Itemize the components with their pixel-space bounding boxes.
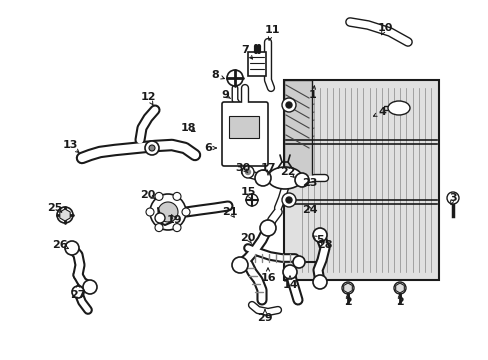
Text: 19: 19 (167, 215, 183, 225)
Text: 23: 23 (302, 178, 317, 188)
Circle shape (83, 280, 97, 294)
Text: 2: 2 (395, 297, 403, 307)
Text: 25: 25 (47, 203, 62, 213)
Text: 14: 14 (282, 280, 297, 290)
Text: 4: 4 (377, 107, 385, 117)
Circle shape (312, 228, 326, 242)
Circle shape (254, 170, 270, 186)
Circle shape (231, 257, 247, 273)
Circle shape (155, 224, 163, 231)
Circle shape (72, 286, 84, 298)
Ellipse shape (267, 167, 302, 189)
Circle shape (65, 241, 79, 255)
Circle shape (245, 194, 258, 206)
Text: 15: 15 (240, 187, 255, 197)
Circle shape (283, 265, 296, 279)
Circle shape (260, 220, 275, 236)
Circle shape (149, 145, 155, 151)
Text: 29: 29 (257, 313, 272, 323)
Text: 8: 8 (211, 70, 219, 80)
Text: 30: 30 (235, 163, 250, 173)
Ellipse shape (387, 101, 409, 115)
Bar (284, 80, 311, 180)
Text: 1: 1 (308, 90, 316, 100)
Circle shape (155, 192, 163, 201)
Text: 3: 3 (448, 193, 456, 203)
Circle shape (173, 224, 181, 231)
Bar (228, 116, 259, 138)
Circle shape (312, 275, 326, 289)
Text: 12: 12 (140, 92, 156, 102)
Text: 2: 2 (344, 297, 351, 307)
Text: 26: 26 (52, 240, 68, 250)
Text: 28: 28 (317, 240, 332, 250)
Circle shape (158, 202, 178, 222)
Text: 24: 24 (302, 205, 317, 215)
Text: 11: 11 (264, 25, 279, 35)
Text: 21: 21 (222, 207, 237, 217)
Text: 10: 10 (377, 23, 392, 33)
Text: 20: 20 (240, 233, 255, 243)
Text: 9: 9 (221, 90, 228, 100)
Circle shape (155, 213, 164, 223)
Circle shape (182, 208, 190, 216)
Text: 16: 16 (260, 273, 275, 283)
Text: 13: 13 (62, 140, 78, 150)
Circle shape (285, 102, 291, 108)
Bar (284, 80, 438, 280)
Text: 6: 6 (203, 143, 211, 153)
Circle shape (341, 282, 353, 294)
Circle shape (146, 208, 154, 216)
Circle shape (57, 207, 73, 223)
Text: 22: 22 (280, 167, 295, 177)
Text: 17: 17 (260, 163, 275, 173)
Circle shape (446, 192, 458, 204)
Circle shape (226, 70, 243, 86)
FancyBboxPatch shape (222, 102, 267, 166)
Circle shape (145, 141, 159, 155)
Circle shape (294, 173, 308, 187)
Text: 27: 27 (70, 290, 85, 300)
Bar (247, 52, 265, 76)
Circle shape (173, 192, 181, 201)
Text: 7: 7 (241, 45, 248, 55)
Text: 5: 5 (316, 235, 323, 245)
Circle shape (245, 170, 250, 175)
Text: 18: 18 (180, 123, 195, 133)
Circle shape (393, 282, 405, 294)
Circle shape (282, 193, 295, 207)
Text: 20: 20 (140, 190, 155, 200)
Circle shape (242, 166, 253, 178)
Circle shape (282, 98, 295, 112)
Circle shape (292, 256, 305, 268)
Circle shape (150, 194, 185, 230)
Circle shape (285, 197, 291, 203)
